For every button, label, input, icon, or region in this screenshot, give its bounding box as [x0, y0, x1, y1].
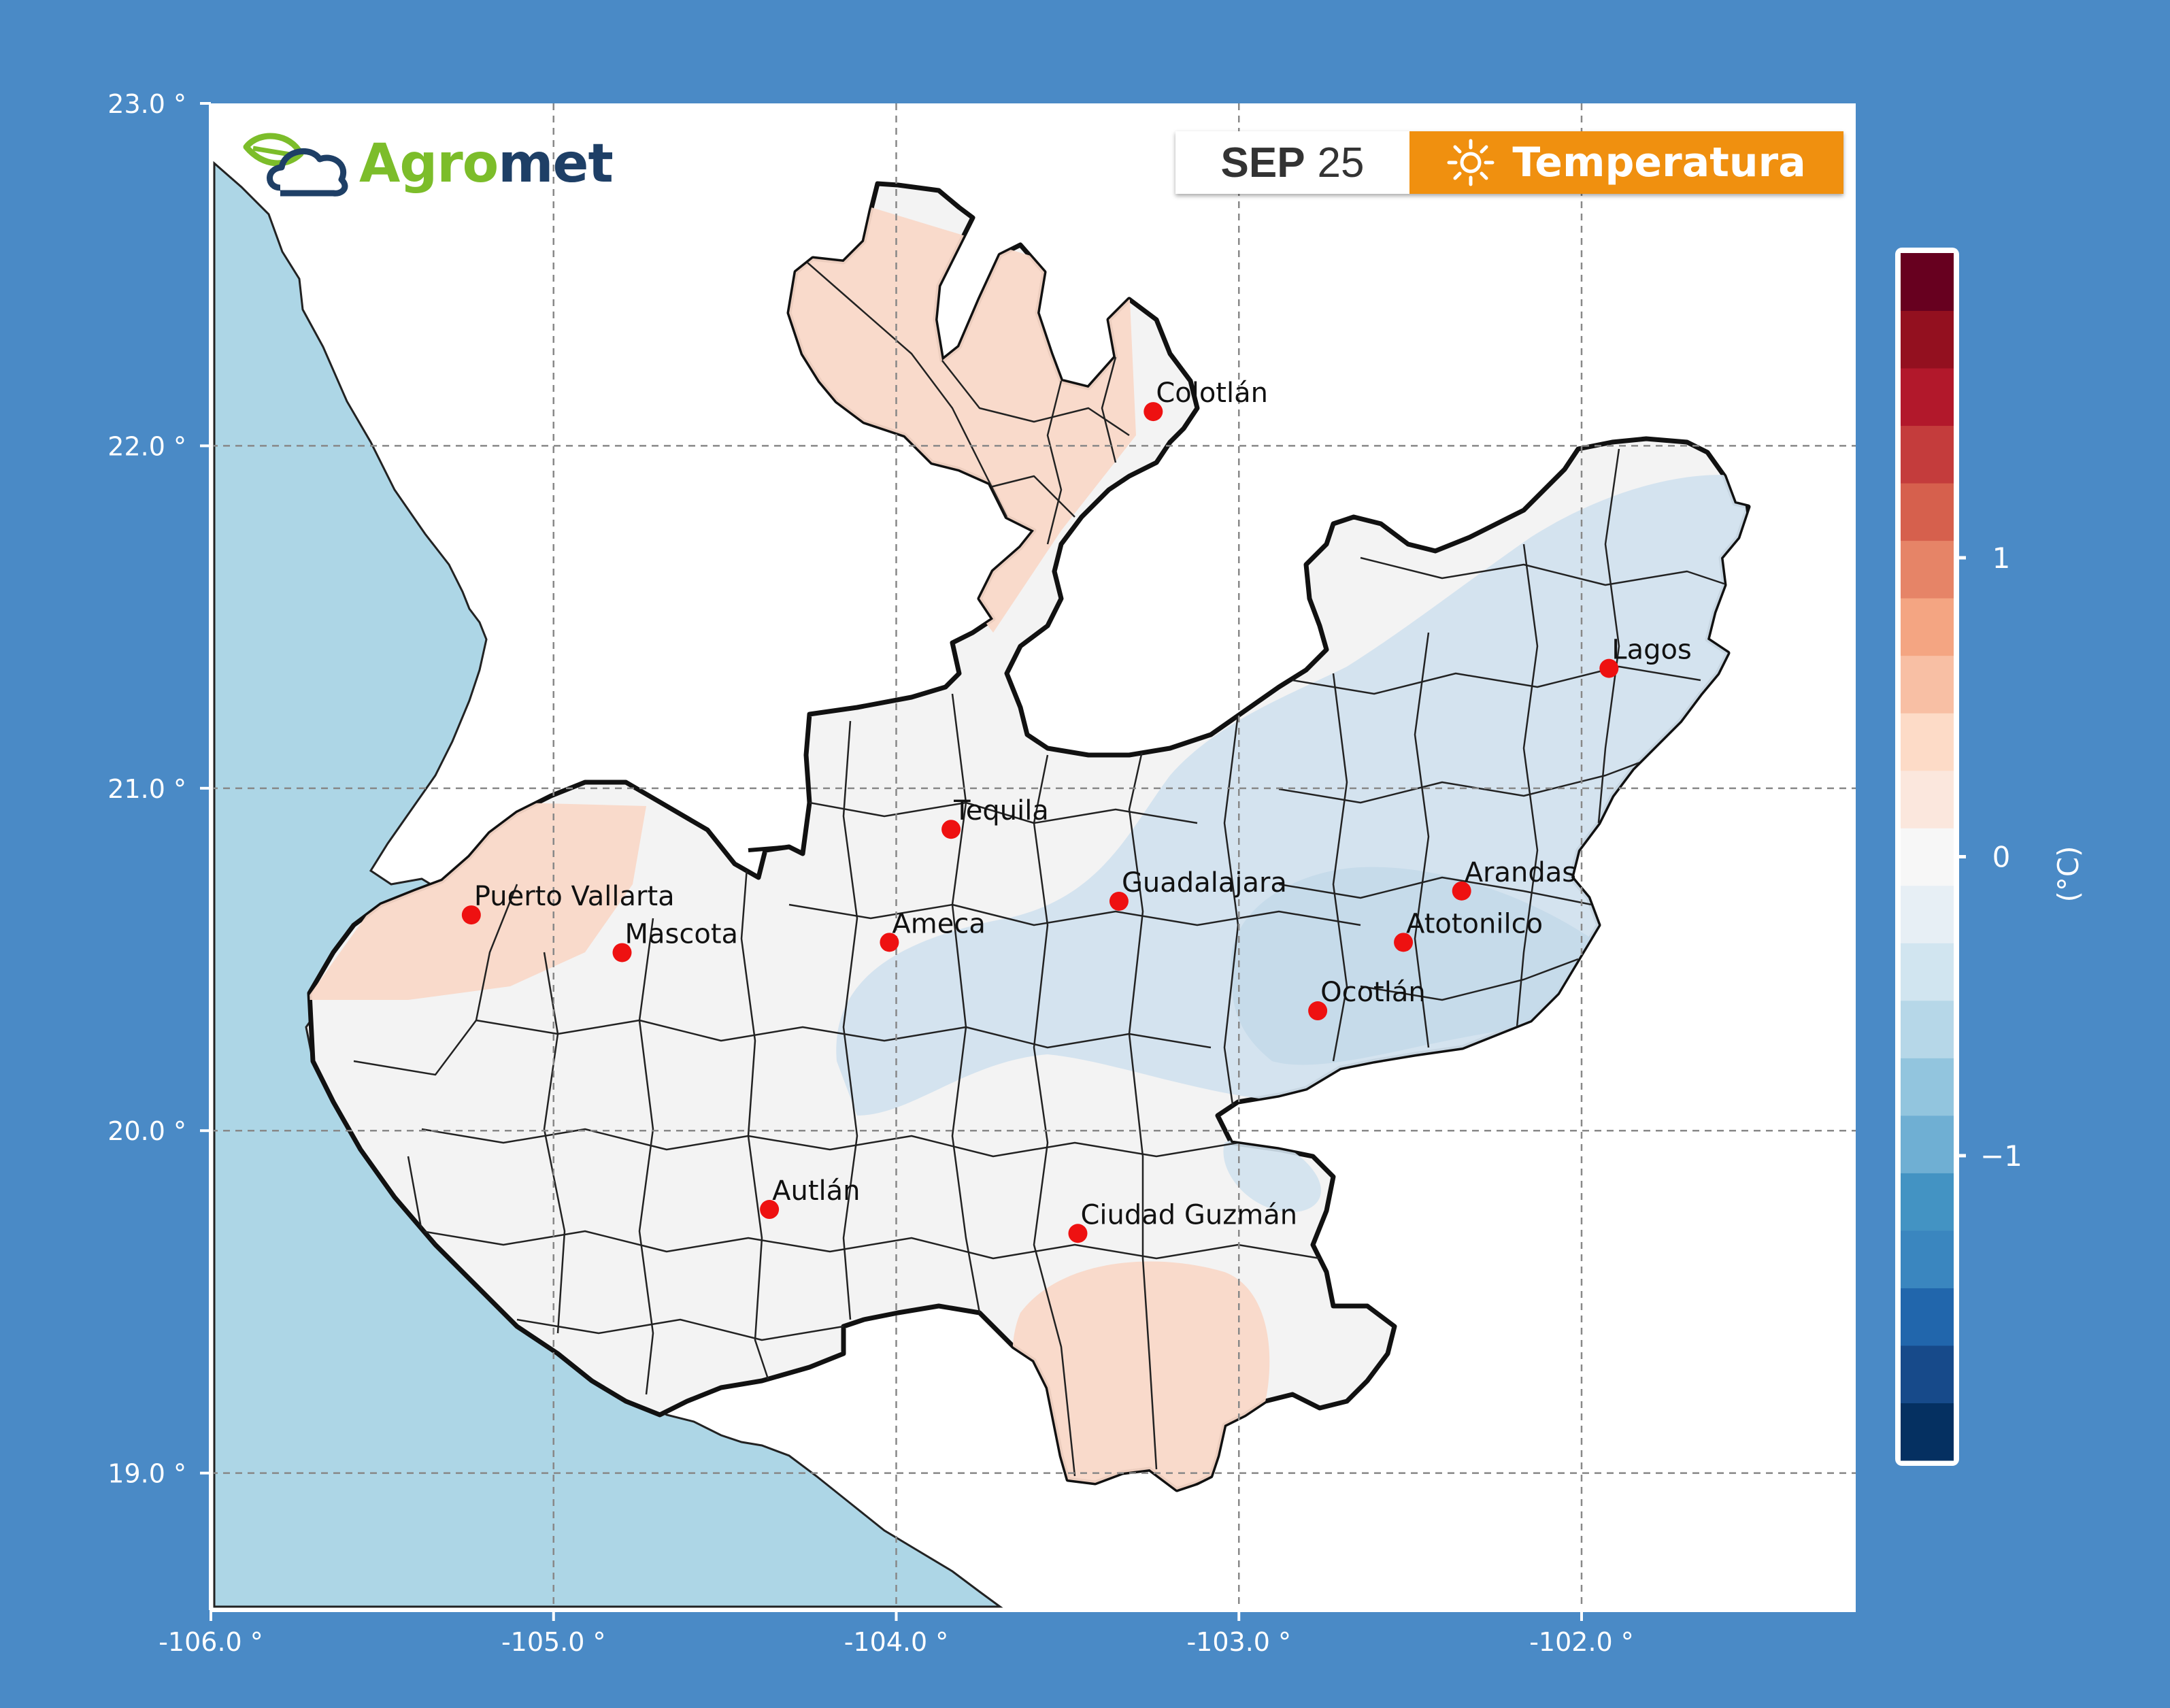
colorbar-swatch: [1901, 1345, 1954, 1403]
city-label: Ciudad Guzmán: [1080, 1199, 1297, 1230]
colorbar-swatch: [1901, 1173, 1954, 1231]
city-marker: [1452, 881, 1471, 901]
date-month: SEP: [1220, 139, 1305, 186]
x-tick-label: -102.0 °: [1529, 1627, 1634, 1657]
date-box: SEP 25: [1175, 131, 1409, 194]
colorbar-swatch: [1901, 1115, 1954, 1173]
x-tick-label: -104.0 °: [844, 1627, 949, 1657]
colorbar-swatch: [1901, 1403, 1954, 1461]
city-markers: Colotlán Lagos Tequila Guadalajara Arandas Pu…: [461, 378, 1692, 1243]
city-label: Puerto Vallarta: [474, 881, 675, 912]
colorbar-swatch: [1901, 1288, 1954, 1346]
region-border: [748, 844, 804, 856]
colorbar-swatch: [1901, 885, 1954, 943]
city-marker: [1394, 933, 1414, 952]
logo-text-met: met: [498, 133, 613, 195]
jalisco-state: [307, 181, 1751, 1492]
colorbar-swatch: [1901, 828, 1954, 886]
cool-anomaly-southeast: [1223, 1137, 1321, 1212]
city-label: Colotlán: [1156, 378, 1268, 409]
city-marker: [1308, 1001, 1328, 1021]
colorbar-swatch: [1901, 425, 1954, 484]
colorbar-tick-label: 1: [1992, 541, 2011, 575]
colorbar-swatch: [1901, 770, 1954, 828]
city-label: Arandas: [1465, 857, 1576, 888]
colorbar-swatch: [1901, 655, 1954, 714]
colorbar-swatch: [1901, 943, 1954, 1001]
city-label: Guadalajara: [1122, 867, 1287, 899]
colorbar-swatch: [1901, 310, 1954, 369]
logo-text-agro: Agro: [359, 133, 499, 195]
sun-icon: [1447, 139, 1495, 186]
colorbar-swatch: [1901, 1230, 1954, 1288]
colorbar-swatch: [1901, 483, 1954, 541]
colorbar-swatch: [1901, 1000, 1954, 1058]
city-label: Atotonilco: [1406, 908, 1543, 939]
x-tick-label: -105.0 °: [501, 1627, 606, 1657]
warm-anomaly-coast: [310, 803, 646, 1000]
city-marker: [760, 1200, 780, 1220]
map-axes: -106.0 ° -105.0 ° -104.0 ° -103.0 ° -102.0 °…: [107, 89, 1856, 1657]
variable-box: Temperatura: [1409, 131, 1843, 194]
y-tick-label: 20.0 °: [107, 1116, 186, 1146]
warm-anomaly-south: [1012, 1261, 1270, 1490]
y-tick-label: 21.0 °: [107, 774, 186, 804]
city-label: Ameca: [892, 908, 985, 939]
colorbar-swatch: [1901, 368, 1954, 426]
city-marker: [461, 905, 481, 925]
colorbar-swatch: [1901, 1058, 1954, 1116]
leaf-cloud-icon: [243, 133, 348, 197]
city-marker: [880, 933, 899, 952]
city-marker: [1144, 402, 1163, 422]
colorbar-swatch: [1901, 598, 1954, 656]
x-tick-label: -103.0 °: [1186, 1627, 1291, 1657]
city-label: Mascota: [625, 918, 739, 950]
city-marker: [941, 820, 961, 839]
date-day: 25: [1317, 139, 1365, 186]
agromet-logo: Agromet: [239, 127, 614, 201]
y-tick-label: 23.0 °: [107, 89, 186, 119]
city-marker: [1599, 658, 1619, 678]
colorbar-tick-label: −1: [1980, 1139, 2022, 1173]
city-marker: [1068, 1224, 1088, 1243]
y-tick-label: 19.0 °: [107, 1459, 186, 1489]
y-tick-label: 22.0 °: [107, 431, 186, 461]
date-variable-badge: SEP 25 Temperatura: [1175, 131, 1843, 194]
colorbar-swatch: [1901, 713, 1954, 771]
gridlines: [211, 103, 1856, 1610]
variable-label: Temperatura: [1512, 139, 1806, 186]
city-label: Tequila: [953, 795, 1049, 826]
colorbar: 1 0 −1 (°C): [1895, 248, 2085, 1466]
city-label: Ocotlán: [1320, 977, 1426, 1008]
colorbar-swatch: [1901, 540, 1954, 599]
city-marker: [612, 943, 632, 962]
x-tick-label: -106.0 °: [158, 1627, 263, 1657]
city-label: Lagos: [1612, 635, 1692, 666]
city-label: Autlán: [772, 1175, 860, 1207]
city-marker: [1109, 891, 1129, 911]
colorbar-unit-label: (°C): [2052, 845, 2085, 902]
colorbar-tick-label: 0: [1992, 841, 2011, 874]
colorbar-swatch: [1901, 253, 1954, 312]
